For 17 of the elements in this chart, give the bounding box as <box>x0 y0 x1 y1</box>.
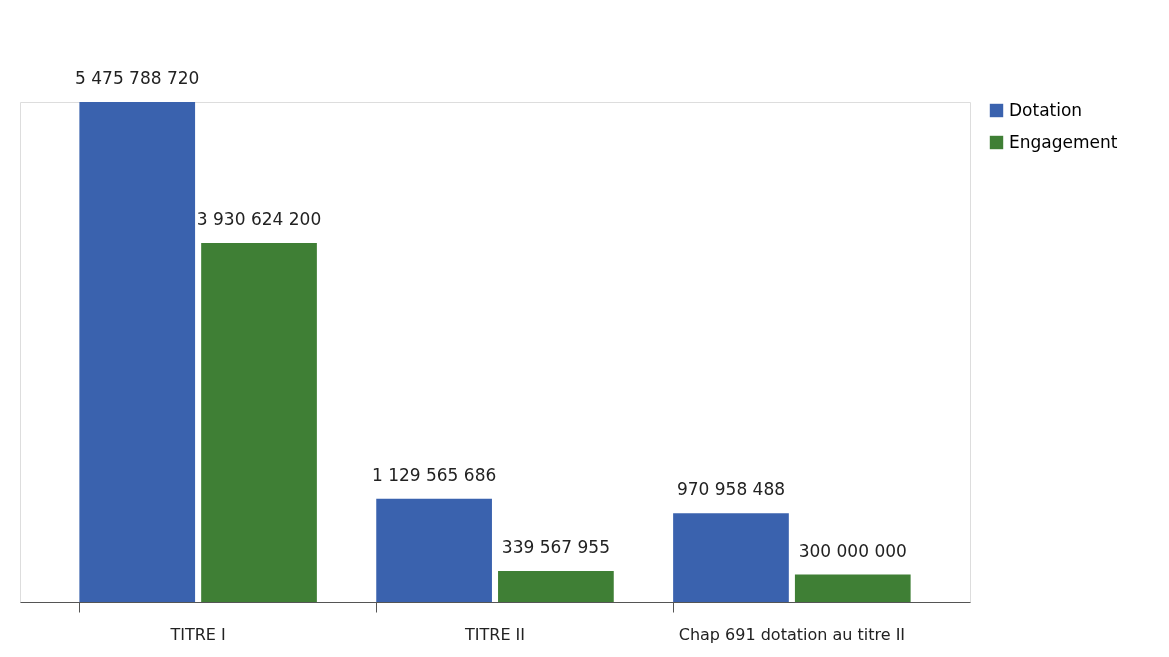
bar <box>673 513 789 602</box>
data-label: 339 567 955 <box>501 536 610 557</box>
bar <box>498 570 614 602</box>
x-tick-label: Chap 691 dotation au titre II <box>678 624 906 644</box>
bar <box>201 243 317 602</box>
bar <box>794 574 911 602</box>
data-label: 1 129 565 686 <box>371 464 497 485</box>
data-label: 300 000 000 <box>798 540 907 561</box>
bar <box>376 498 492 602</box>
data-label: 970 958 488 <box>676 479 786 500</box>
x-tick-label: TITRE I <box>169 624 226 644</box>
legend-label: Engagement <box>1009 131 1118 152</box>
legend-label: Dotation <box>1009 99 1083 120</box>
x-tick-label: TITRE II <box>463 624 526 644</box>
data-label: 5 475 788 720 <box>75 68 200 88</box>
bar <box>79 102 196 602</box>
data-label: 3 930 624 200 <box>196 209 322 230</box>
